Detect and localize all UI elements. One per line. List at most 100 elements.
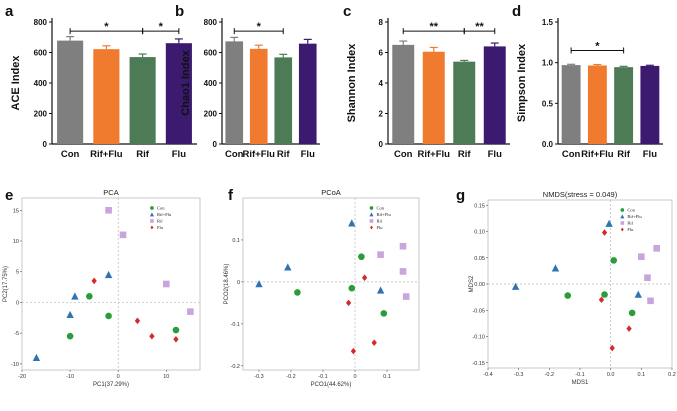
y-tick-label: 600: [204, 49, 218, 58]
point-Rif+Flu: [71, 292, 79, 300]
bar-Rif+Flu: [249, 48, 268, 145]
panel-label: e: [5, 187, 13, 204]
x-tick-label: 0: [353, 374, 356, 380]
legend-label: Rif+Flu: [376, 212, 391, 217]
legend-marker-Con: [369, 206, 374, 210]
point-Rif: [402, 293, 410, 300]
bar-Flu: [640, 65, 660, 144]
significance-mark: *: [595, 40, 600, 52]
y-tick-label: 0.5: [542, 99, 554, 108]
y-tick-label: 0: [213, 140, 218, 149]
legend-label: Flu: [376, 225, 383, 230]
bar-panel-c: c Shannon Index 0 2 4 6 8 Con Rif+Flu Rif Flu ** **: [343, 3, 510, 160]
point-Rif: [399, 268, 407, 275]
legend-label: Rif: [627, 221, 633, 226]
bar-panel-b: b Chao1 Index 0 200 400 600 800 Con Rif+Flu Rif Fl…: [175, 3, 320, 160]
legend-marker-Flu: [370, 225, 373, 230]
bar-Rif: [453, 61, 476, 144]
point-Rif: [644, 274, 651, 281]
legend-marker-Rif: [620, 221, 625, 225]
legend-label: Con: [627, 208, 635, 213]
legend-marker: [150, 206, 154, 210]
point-Con: [628, 309, 636, 317]
panel-label: a: [5, 3, 14, 20]
legend-marker-Con: [620, 208, 625, 212]
bar-Flu: [483, 46, 506, 144]
y-tick-label: 0: [237, 280, 240, 286]
legend-marker-Rif: [369, 219, 374, 223]
legend-marker: [369, 206, 374, 210]
y-axis-label: PCO2(18.46%): [224, 264, 230, 305]
bar-panel-d: d Simpson Index 0.0 0.5 1.0 1.5 Con Rif+Flu Rif F…: [512, 3, 663, 160]
legend-label: Rif: [157, 219, 163, 224]
legend-marker: [150, 225, 154, 230]
y-tick-label: 0.00: [474, 282, 485, 288]
point-Flu: [601, 229, 608, 236]
y-tick-label: 0.0: [542, 140, 554, 149]
y-tick-label: -0.1: [231, 322, 240, 328]
legend-marker-Con: [150, 206, 154, 210]
point-Flu: [149, 332, 155, 340]
point-Flu: [345, 299, 352, 307]
legend-label: Rif+Flu: [627, 214, 642, 219]
legend-marker: [150, 219, 154, 223]
y-tick-label: 5: [16, 270, 19, 276]
category-label: Con: [394, 149, 413, 160]
plot-title: NMDS(stress = 0.049): [543, 190, 618, 199]
panel-label: g: [456, 187, 465, 204]
category-label: Flu: [643, 149, 657, 160]
legend-marker: [620, 208, 625, 212]
y-tick-label: 10: [13, 239, 19, 245]
y-tick-label: 0.15: [474, 203, 485, 209]
y-tick-label: 600: [34, 49, 48, 58]
x-axis-label: MDS1: [572, 380, 589, 386]
point-Rif+Flu: [511, 282, 520, 290]
point-Con: [380, 310, 388, 317]
y-tick-label: 800: [204, 18, 218, 27]
panel-label: c: [343, 3, 351, 20]
significance-mark: *: [104, 21, 109, 33]
point-Rif: [105, 206, 112, 214]
y-tick-label: 8: [379, 18, 384, 27]
significance-mark: **: [475, 21, 484, 33]
legend-marker-Rif: [150, 219, 154, 223]
point-Con: [348, 284, 356, 292]
y-tick-label: -0.05: [472, 308, 485, 314]
y-tick-label: 400: [34, 79, 48, 88]
bar-Flu: [165, 43, 192, 145]
point-Rif+Flu: [66, 310, 74, 319]
category-label: Rif: [458, 149, 472, 160]
legend-label: Con: [376, 206, 384, 211]
x-tick-label: -0.3: [254, 374, 263, 380]
y-axis-label: Shannon Index: [346, 43, 358, 123]
legend-marker: [370, 225, 373, 230]
y-tick-label: 0.05: [474, 256, 485, 262]
category-label: Con: [61, 149, 80, 160]
point-Rif+Flu: [348, 219, 356, 227]
plot-frame: [242, 197, 420, 371]
category-label: Flu: [172, 149, 186, 160]
x-tick-label: -0.2: [286, 374, 295, 380]
x-tick-label: -20: [18, 374, 26, 380]
significance-mark: *: [159, 21, 164, 33]
x-tick-label: -0.3: [514, 372, 523, 378]
point-Flu: [371, 339, 377, 347]
category-label: Rif: [617, 149, 631, 160]
x-tick-label: -0.1: [318, 374, 327, 380]
point-Con: [105, 312, 112, 320]
y-tick-label: 0.10: [474, 230, 485, 236]
x-axis-label: PCO1(44.62%): [311, 382, 352, 388]
category-label: Flu: [301, 149, 315, 160]
point-Rif+Flu: [376, 286, 385, 294]
point-Con: [358, 253, 365, 261]
bar-Rif+Flu: [587, 65, 607, 144]
y-tick-label: 0: [16, 300, 19, 306]
legend-label: Flu: [157, 225, 164, 230]
bar-Con: [561, 65, 581, 144]
legend-marker-Flu: [620, 227, 624, 232]
y-tick-label: 2: [379, 110, 384, 119]
y-tick-label: 0: [43, 140, 48, 149]
point-Rif: [653, 245, 660, 252]
point-Rif: [163, 280, 170, 288]
